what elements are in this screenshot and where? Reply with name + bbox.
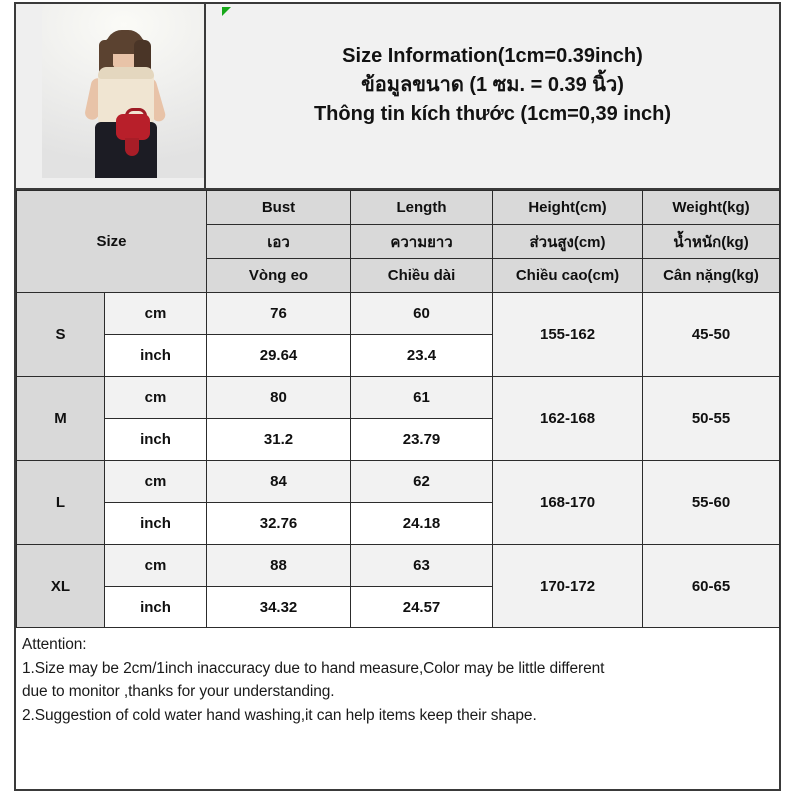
header-length-vi: Chiều dài — [350, 258, 494, 293]
table-row: M cm 80 61 162-168 50-55 — [16, 376, 781, 461]
bust-inch-xl: 34.32 — [206, 586, 352, 629]
length-cm-s: 60 — [350, 292, 494, 335]
attention-heading: Attention: — [22, 636, 87, 653]
attention-note-1-part-2: due to monitor ,thanks for your understa… — [22, 683, 335, 701]
header-size-label: Size — [15, 190, 208, 293]
table-row: XL cm 88 63 170-172 60-65 — [16, 544, 781, 629]
length-inch-l: 24.18 — [350, 502, 494, 545]
bust-cm-xl: 88 — [206, 544, 352, 587]
title-block: Size Information(1cm=0.39inch) ข้อมูลขนา… — [206, 4, 779, 188]
header-weight-vi: Cân nặng(kg) — [642, 258, 781, 293]
table-row: inch 34.32 24.57 — [17, 586, 780, 629]
weight-range-xl: 60-65 — [642, 544, 781, 629]
header-height-vi: Chiều cao(cm) — [492, 258, 644, 293]
length-inch-s: 23.4 — [350, 334, 494, 377]
length-cm-xl: 63 — [350, 544, 494, 587]
bust-cm-s: 76 — [206, 292, 352, 335]
table-row: inch 32.76 24.18 — [17, 502, 780, 545]
title-vietnamese: Thông tin kích thước (1cm=0,39 inch) — [313, 103, 672, 125]
height-range-l: 168-170 — [492, 460, 644, 545]
table-row: inch 31.2 23.79 — [17, 418, 780, 461]
table-row: L cm 84 62 168-170 55-60 — [16, 460, 781, 545]
unit-cm-l: cm — [103, 460, 208, 503]
size-label-m: M — [16, 376, 105, 461]
bust-inch-s: 29.64 — [206, 334, 352, 377]
header-length-en: Length — [350, 190, 494, 225]
unit-inch-l: inch — [103, 502, 208, 545]
attention-block: Attention: 1.Size may be 2cm/1inch inacc… — [16, 627, 779, 789]
height-range-s: 155-162 — [492, 292, 644, 377]
header-row-vietnamese: Vòng eo Chiều dài Chiều cao(cm) Cân nặng… — [17, 258, 781, 293]
header-bust-th: เอว — [206, 224, 352, 259]
model-garment-ruffle — [98, 67, 154, 79]
title-english: Size Information(1cm=0.39inch) — [342, 45, 643, 67]
table-row: inch 29.64 23.4 — [17, 334, 780, 377]
unit-cm-m: cm — [103, 376, 208, 419]
header-weight-en: Weight(kg) — [642, 190, 781, 225]
size-label-xl: XL — [16, 544, 105, 629]
weight-range-m: 50-55 — [642, 376, 781, 461]
header-height-en: Height(cm) — [492, 190, 644, 225]
bust-cm-l: 84 — [206, 460, 352, 503]
unit-inch-m: inch — [103, 418, 208, 461]
weight-range-s: 45-50 — [642, 292, 781, 377]
length-cm-m: 61 — [350, 376, 494, 419]
size-label-s: S — [16, 292, 105, 377]
product-photo-cell — [16, 4, 206, 188]
model-photo — [42, 4, 204, 178]
size-label-l: L — [16, 460, 105, 545]
attention-note-1-part-1: 1.Size may be 2cm/1inch inaccuracy due t… — [22, 659, 605, 677]
header-row-english: Size Bust Length Height(cm) Weight(kg) — [15, 190, 781, 293]
header-height-th: ส่วนสูง(cm) — [492, 224, 644, 259]
height-range-m: 162-168 — [492, 376, 644, 461]
bust-inch-l: 32.76 — [206, 502, 352, 545]
length-inch-m: 23.79 — [350, 418, 494, 461]
unit-inch-s: inch — [103, 334, 208, 377]
attention-note-2: 2.Suggestion of cold water hand washing,… — [22, 706, 537, 724]
height-range-xl: 170-172 — [492, 544, 644, 629]
bust-inch-m: 31.2 — [206, 418, 352, 461]
unit-cm-xl: cm — [103, 544, 208, 587]
green-corner-marker — [222, 7, 231, 16]
length-cm-l: 62 — [350, 460, 494, 503]
header-weight-th: น้ำหนัก(kg) — [642, 224, 781, 259]
bust-cm-m: 80 — [206, 376, 352, 419]
handbag — [116, 114, 150, 140]
length-inch-xl: 24.57 — [350, 586, 494, 629]
weight-range-l: 55-60 — [642, 460, 781, 545]
title-thai: ข้อมูลขนาด (1 ซม. = 0.39 นิ้ว) — [361, 74, 624, 96]
size-table: Size Bust Length Height(cm) Weight(kg) เ… — [15, 190, 781, 629]
header-band: Size Information(1cm=0.39inch) ข้อมูลขนา… — [16, 4, 779, 190]
header-bust-vi: Vòng eo — [206, 258, 352, 293]
table-row: S cm 76 60 155-162 45-50 — [16, 292, 781, 377]
header-bust-en: Bust — [206, 190, 352, 225]
chart-frame: Size Information(1cm=0.39inch) ข้อมูลขนา… — [14, 2, 781, 791]
header-length-th: ความยาว — [350, 224, 494, 259]
unit-inch-xl: inch — [103, 586, 208, 629]
header-row-thai: เอว ความยาว ส่วนสูง(cm) น้ำหนัก(kg) — [17, 224, 781, 259]
unit-cm-s: cm — [103, 292, 208, 335]
handbag-tassel — [125, 138, 139, 156]
